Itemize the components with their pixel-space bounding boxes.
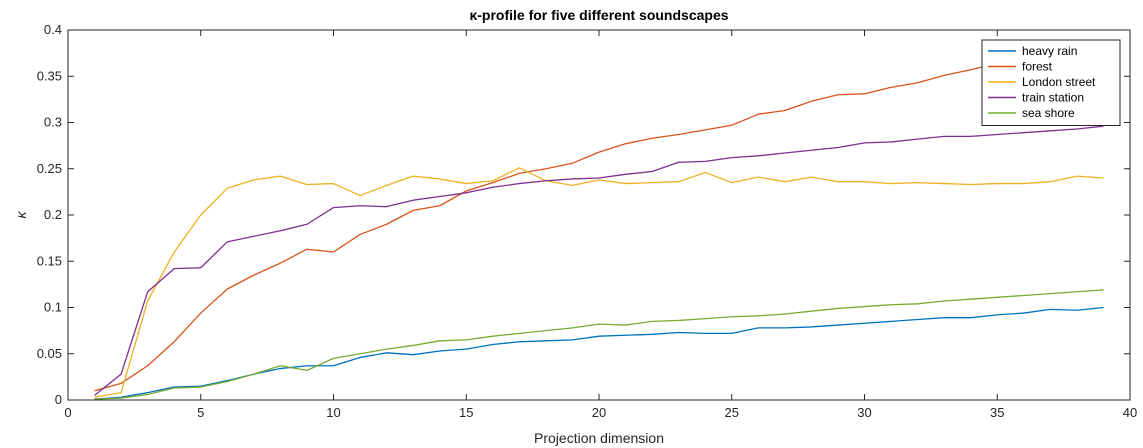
legend-label: train station <box>1022 91 1084 105</box>
x-tick-label: 5 <box>197 405 204 420</box>
y-tick-label: 0 <box>55 392 62 407</box>
x-tick-label: 40 <box>1123 405 1137 420</box>
series-line-train-station <box>94 125 1104 396</box>
x-tick-label: 0 <box>64 405 71 420</box>
x-tick-label: 15 <box>459 405 473 420</box>
legend-label: forest <box>1022 60 1053 74</box>
plot-area <box>68 30 1130 400</box>
y-tick-label: 0.4 <box>44 22 62 37</box>
x-tick-label: 25 <box>725 405 739 420</box>
legend-label: heavy rain <box>1022 44 1077 58</box>
axes-layer: 0 5 10 15 20 25 30 35 40 0 0.05 0.1 0.15 0.2 0.25 0.3 0.… <box>37 22 1138 420</box>
x-tick-label: 20 <box>592 405 606 420</box>
y-tick-label: 0.2 <box>44 207 62 222</box>
y-tick-label: 0.3 <box>44 115 62 130</box>
series-line-london-street <box>94 167 1104 398</box>
x-tick-label: 10 <box>326 405 340 420</box>
x-tick-label: 30 <box>857 405 871 420</box>
series-line-sea-shore <box>94 289 1104 400</box>
y-tick-label: 0.1 <box>44 300 62 315</box>
legend-label: sea shore <box>1022 106 1075 120</box>
series-line-heavy-rain <box>94 306 1104 400</box>
chart-title: κ-profile for five different soundscapes <box>469 7 728 23</box>
y-tick-label: 0.35 <box>37 68 62 83</box>
y-axis-title: κ <box>13 211 29 219</box>
x-axis-title: Projection dimension <box>534 430 664 446</box>
y-tick-label: 0.25 <box>37 161 62 176</box>
x-tick-label: 35 <box>990 405 1004 420</box>
plot-background <box>68 30 1130 400</box>
series-line-forest <box>94 40 1104 392</box>
y-tick-label: 0.15 <box>37 253 62 268</box>
legend-label: London street <box>1022 75 1096 89</box>
series-layer <box>94 40 1104 400</box>
y-tick-label: 0.05 <box>37 346 62 361</box>
